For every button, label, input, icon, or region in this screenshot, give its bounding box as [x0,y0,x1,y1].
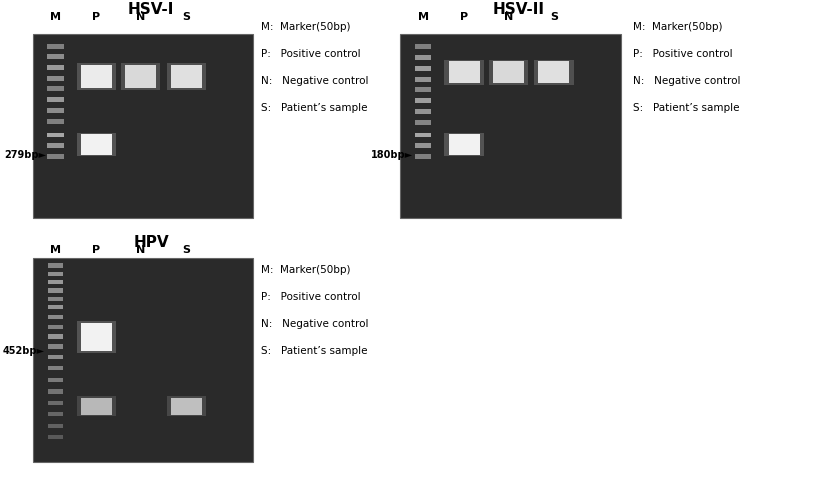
Text: N: N [503,12,513,22]
Bar [47,97,64,102]
Bar [47,65,64,70]
Text: N:   Negative control: N: Negative control [633,76,741,86]
Bar [415,66,431,71]
Bar [47,119,64,124]
Bar [415,87,431,92]
Text: M: M [50,12,61,22]
Bar [167,396,206,416]
Bar [48,424,63,428]
Bar [48,344,63,349]
Text: P: P [92,246,100,255]
Bar [48,280,63,284]
Bar [167,63,206,90]
Bar [81,134,112,155]
Bar [77,133,116,156]
Text: S: S [550,12,558,22]
Text: N: N [136,246,145,255]
Bar [48,435,63,439]
Bar [444,60,484,85]
Bar [415,98,431,103]
Text: HSV-II: HSV-II [493,2,545,17]
Bar [47,86,64,91]
Text: N:   Negative control: N: Negative control [261,319,369,329]
Text: M:  Marker(50bp): M: Marker(50bp) [261,265,351,275]
Bar [48,288,63,293]
Bar [415,77,431,82]
Bar [47,54,64,59]
Bar [48,272,63,276]
Bar [449,134,480,155]
Bar [47,108,64,113]
Bar [48,297,63,301]
Bar [81,323,112,351]
Text: P: P [460,12,468,22]
Bar [47,76,64,81]
Bar [171,65,202,88]
Text: N:   Negative control: N: Negative control [261,76,369,86]
Text: S:   Patient’s sample: S: Patient’s sample [261,346,368,356]
Bar [415,44,431,49]
Bar [47,44,64,49]
Text: 279bp►: 279bp► [4,150,46,160]
Bar [33,258,253,462]
Text: 180bp►: 180bp► [371,150,413,160]
Bar [125,65,156,88]
Text: P:   Positive control: P: Positive control [261,292,361,302]
Bar [48,355,63,359]
Bar [493,61,524,83]
Bar [48,315,63,319]
Text: 452bp►: 452bp► [2,346,44,356]
Bar [415,120,431,125]
Bar [415,55,431,60]
Text: HPV: HPV [133,235,169,250]
Bar [444,133,484,156]
Bar [48,263,63,268]
Bar [48,401,63,405]
Text: M:  Marker(50bp): M: Marker(50bp) [261,22,351,32]
Bar [77,396,116,416]
Bar [48,334,63,339]
Text: HSV-I: HSV-I [128,2,174,17]
Bar [415,133,431,137]
Bar [400,34,621,218]
Bar [48,366,63,370]
Text: S:   Patient’s sample: S: Patient’s sample [261,103,368,113]
Bar [415,109,431,114]
Text: S: S [182,12,190,22]
Text: P:   Positive control: P: Positive control [633,49,733,59]
Bar [538,61,569,83]
Bar [534,60,574,85]
Bar [33,34,253,218]
Bar [81,65,112,88]
Bar [47,133,64,137]
Bar [48,325,63,329]
Bar [121,63,160,90]
Text: S:   Patient’s sample: S: Patient’s sample [633,103,739,113]
Bar [77,63,116,90]
Text: M: M [50,246,61,255]
Text: S: S [182,246,190,255]
Bar [415,143,431,148]
Bar [47,143,64,148]
Bar [47,154,64,159]
Bar [171,398,202,415]
Bar [48,305,63,309]
Text: N: N [136,12,145,22]
Bar [48,412,63,416]
Bar [48,389,63,394]
Text: M: M [417,12,429,22]
Bar [449,61,480,83]
Bar [489,60,528,85]
Text: M:  Marker(50bp): M: Marker(50bp) [633,22,723,32]
Text: P: P [92,12,100,22]
Bar [48,378,63,382]
Text: P:   Positive control: P: Positive control [261,49,361,59]
Bar [81,398,112,415]
Bar [415,154,431,159]
Bar [77,321,116,353]
